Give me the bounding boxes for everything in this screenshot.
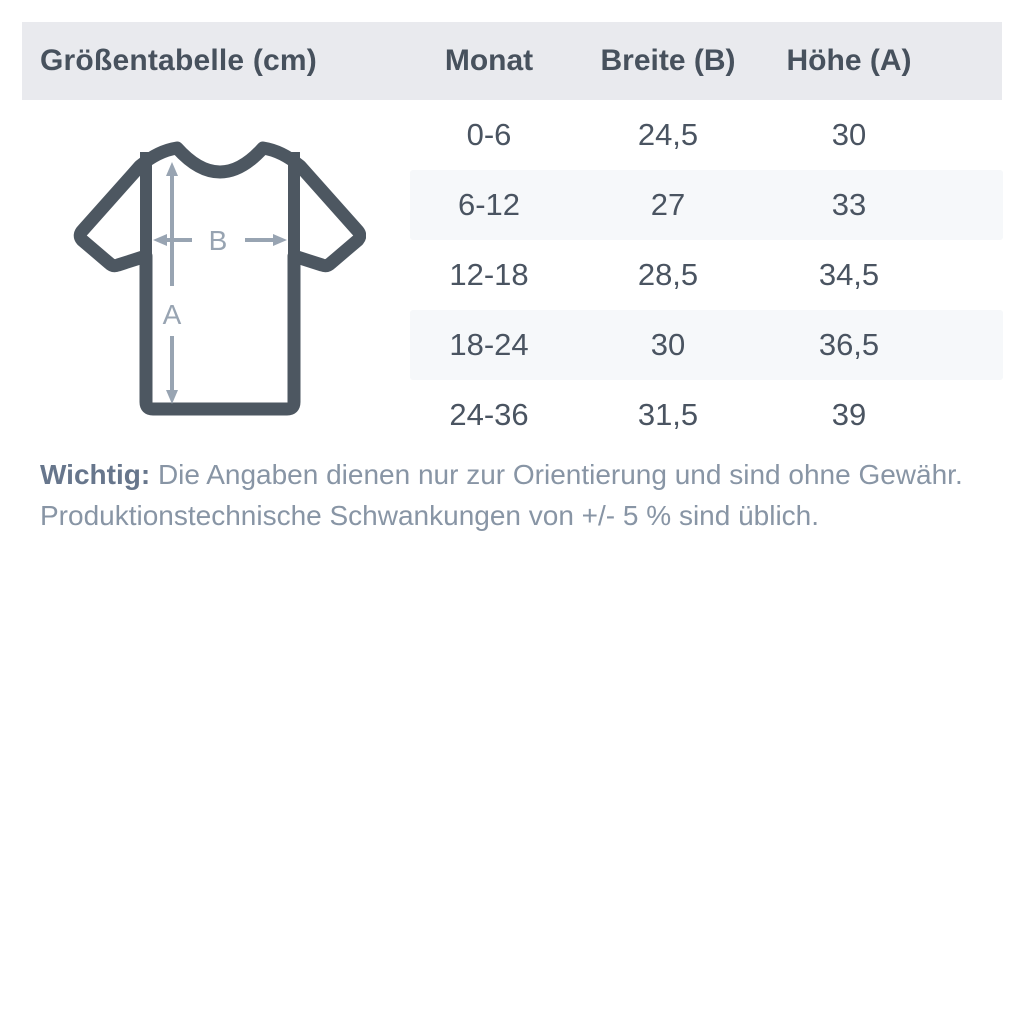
disclaimer-text-1: Die Angaben dienen nur zur Orientierung … [150,459,963,490]
disclaimer-label: Wichtig: [40,459,151,490]
cell-breite: 31,5 [637,397,699,432]
arrow-up-icon [166,162,178,176]
arrow-down-icon [166,390,178,404]
table-row: 24-36 31,5 39 [410,380,1003,450]
cell-hoehe: 34,5 [818,257,880,292]
height-arrow-label: A [163,299,182,330]
cell-breite: 30 [650,327,686,362]
cell-hoehe: 36,5 [818,327,880,362]
column-header-monat: Monat [444,44,534,77]
cell-monat: 24-36 [449,397,529,432]
cell-monat: 18-24 [449,327,529,362]
table-row: 6-12 27 33 [410,170,1003,240]
cell-breite: 28,5 [637,257,699,292]
width-arrow: B [153,225,287,256]
table-header-row: Größentabelle (cm) Monat Breite (B) Höhe… [22,22,1002,100]
cell-hoehe: 33 [831,187,867,222]
tshirt-measurement-diagram: A B [73,141,366,416]
cell-breite: 24,5 [637,117,699,152]
cell-monat: 0-6 [466,117,512,152]
width-arrow-label: B [209,225,228,256]
height-arrow: A [163,162,182,404]
cell-hoehe: 30 [831,117,867,152]
column-header-hoehe: Höhe (A) [786,44,912,77]
arrow-right-icon [273,234,287,246]
size-chart-title: Größentabelle (cm) [40,44,317,77]
cell-monat: 6-12 [457,187,521,222]
disclaimer-note: Wichtig: Die Angaben dienen nur zur Orie… [40,454,980,536]
table-row: 0-6 24,5 30 [410,100,1003,170]
cell-monat: 12-18 [449,257,529,292]
cell-hoehe: 39 [831,397,867,432]
tshirt-outline [73,141,366,416]
arrow-left-icon [153,234,167,246]
disclaimer-line-1: Wichtig: Die Angaben dienen nur zur Orie… [40,454,980,495]
table-row: 12-18 28,5 34,5 [410,240,1003,310]
disclaimer-line-2: Produktionstechnische Schwankungen von +… [40,500,820,531]
table-row: 18-24 30 36,5 [410,310,1003,380]
column-header-breite: Breite (B) [600,44,736,77]
cell-breite: 27 [650,187,686,222]
